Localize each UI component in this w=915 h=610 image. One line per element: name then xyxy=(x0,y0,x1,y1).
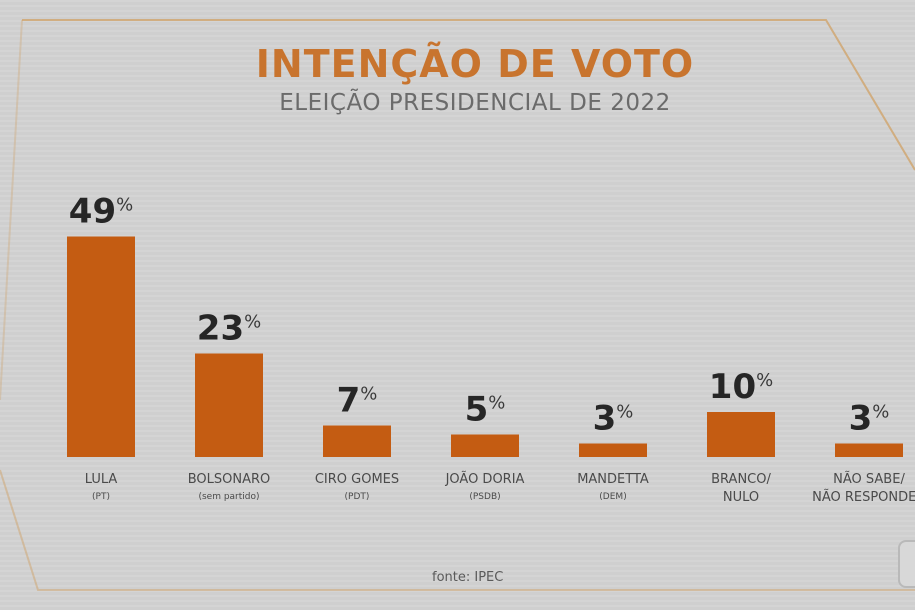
data-label-0: 49% xyxy=(69,192,133,232)
bar-6 xyxy=(835,443,903,457)
chart-subtitle: ELEIÇÃO PRESIDENCIAL DE 2022 xyxy=(279,90,671,116)
category-label-0: LULA xyxy=(85,472,118,487)
data-label-4: 3% xyxy=(593,399,634,439)
bar-3 xyxy=(451,434,519,457)
data-label-2: 7% xyxy=(337,381,378,421)
data-label-unit-2: % xyxy=(360,384,377,405)
category-label-5: BRANCO/ xyxy=(711,472,771,487)
category-sublabel-1: (sem partido) xyxy=(198,492,259,502)
category-label-1: BOLSONARO xyxy=(188,472,271,487)
category-sublabel-3: (PSDB) xyxy=(469,492,500,502)
bar-4 xyxy=(579,443,647,457)
data-label-value-6: 3 xyxy=(849,399,873,439)
corner-control-icon[interactable] xyxy=(898,540,915,588)
category-label-2: CIRO GOMES xyxy=(315,472,399,487)
category-label-6: NÃO SABE/ xyxy=(833,471,905,487)
data-label-unit-1: % xyxy=(244,312,261,333)
data-label-value-0: 49 xyxy=(69,192,116,232)
data-label-unit-4: % xyxy=(616,402,633,423)
category-sublabel-5: NULO xyxy=(723,490,759,505)
bar-1 xyxy=(195,353,263,457)
source-note: fonte: IPEC xyxy=(432,570,504,585)
category-label-3: JOÃO DORIA xyxy=(445,471,525,487)
data-label-unit-3: % xyxy=(488,393,505,414)
bar-5 xyxy=(707,412,775,457)
bar-2 xyxy=(323,425,391,457)
category-sublabel-2: (PDT) xyxy=(345,492,370,502)
data-label-6: 3% xyxy=(849,399,890,439)
data-label-unit-0: % xyxy=(116,195,133,216)
category-sublabel-0: (PT) xyxy=(92,492,110,502)
data-label-3: 5% xyxy=(465,390,506,430)
category-sublabel-6: NÃO RESPONDEU xyxy=(812,489,915,505)
data-label-value-3: 5 xyxy=(465,390,489,430)
data-label-1: 23% xyxy=(197,309,261,349)
bar-0 xyxy=(67,236,135,457)
data-label-value-2: 7 xyxy=(337,381,361,421)
data-label-unit-5: % xyxy=(756,370,773,391)
category-label-4: MANDETTA xyxy=(577,472,649,487)
data-label-unit-6: % xyxy=(872,402,889,423)
data-label-value-4: 3 xyxy=(593,399,617,439)
category-sublabel-4: (DEM) xyxy=(599,492,626,502)
data-label-value-1: 23 xyxy=(197,309,244,349)
chart-title: INTENÇÃO DE VOTO xyxy=(255,42,695,86)
data-label-5: 10% xyxy=(709,367,773,407)
data-label-value-5: 10 xyxy=(709,367,756,407)
